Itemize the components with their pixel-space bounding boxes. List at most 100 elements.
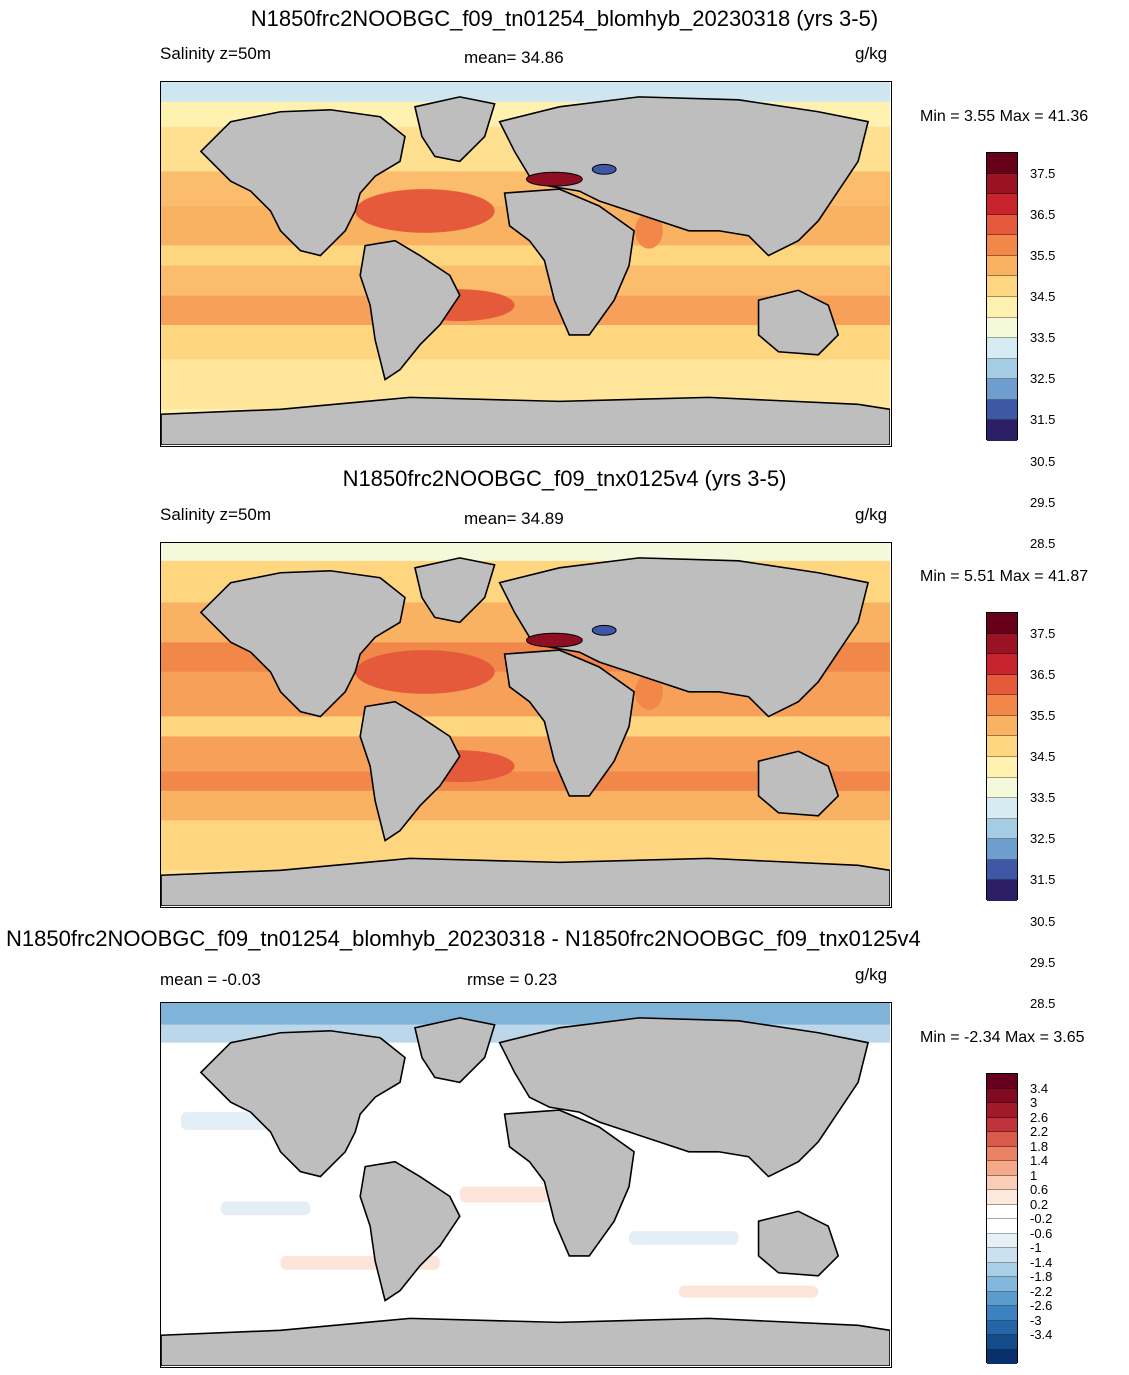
colorbar-swatch (987, 1190, 1017, 1205)
north-america-landmass (199, 1029, 406, 1178)
colorbar-swatch (987, 1175, 1017, 1190)
colorbar-swatch (987, 1074, 1017, 1089)
colorbar-tick-label: 32.5 (1030, 831, 1056, 847)
panel-2-salinity-map (160, 542, 892, 908)
colorbar-swatch (987, 1117, 1017, 1132)
colorbar-tick-label: 32.5 (1030, 371, 1056, 387)
australia-landmass (757, 289, 840, 356)
panel-3-min-label: Min = -2.34 (920, 1029, 1001, 1046)
panel-2-min-max: Min = 5.51 Max = 41.87 (920, 568, 1088, 586)
colorbar-swatch (987, 194, 1017, 215)
colorbar-swatch (987, 1335, 1017, 1350)
colorbar-tick-label: 29.5 (1030, 954, 1056, 970)
panel-1-max-label: Max = 41.36 (999, 108, 1089, 125)
colorbar-swatch (987, 1277, 1017, 1292)
colorbar-swatch (987, 420, 1017, 441)
south-america-landmass (359, 700, 461, 842)
colorbar-tick-label: -3.4 (1030, 1327, 1053, 1342)
panel-3-difference-map (160, 1002, 892, 1368)
colorbar-tick-label: 30.5 (1030, 453, 1056, 469)
colorbar-swatch (987, 358, 1017, 380)
colorbar-swatch (987, 633, 1017, 655)
panel-3-rmse-label: rmse = 0.23 (467, 970, 558, 989)
colorbar-swatch (987, 317, 1017, 339)
black-sea (591, 624, 617, 636)
panel-2-min-label: Min = 5.51 (920, 568, 996, 585)
colorbar-swatch (987, 839, 1017, 860)
colorbar-tick-label: 3.4 (1030, 1080, 1049, 1096)
greenland-landmass (413, 1017, 496, 1084)
north-america-landmass (199, 108, 406, 257)
colorbar-swatch (987, 674, 1017, 696)
colorbar-swatch (987, 1291, 1017, 1306)
africa-landmass (503, 649, 635, 797)
colorbar-tick-label: 2.2 (1030, 1124, 1049, 1139)
colorbar-swatch (987, 695, 1017, 716)
panel-2-colorbar (986, 612, 1018, 901)
colorbar-tick-label: -0.6 (1030, 1225, 1053, 1241)
colorbar-swatch (987, 818, 1017, 840)
panel-2-max-label: Max = 41.87 (999, 568, 1089, 585)
colorbar-tick-label: 31.5 (1030, 412, 1056, 428)
colorbar-swatch (987, 880, 1017, 901)
colorbar-swatch (987, 1219, 1017, 1234)
colorbar-swatch (987, 1204, 1017, 1219)
antarctica-landmass (161, 1317, 890, 1366)
panel-3-mean-label: mean = -0.03 (160, 970, 261, 989)
colorbar-swatch (987, 1248, 1017, 1263)
colorbar-tick-label: 31.5 (1030, 872, 1056, 888)
antarctica-landmass (161, 396, 890, 445)
eurasia-landmass (498, 557, 870, 718)
panel-1-salinity-map (160, 81, 892, 447)
panel-1-min-label: Min = 3.55 (920, 108, 996, 125)
colorbar-tick-label: 33.5 (1030, 790, 1056, 806)
colorbar-swatch (987, 1262, 1017, 1277)
colorbar-tick-label: 36.5 (1030, 666, 1056, 682)
colorbar-swatch (987, 235, 1017, 256)
colorbar-swatch (987, 1320, 1017, 1335)
colorbar-tick-label: 28.5 (1030, 995, 1056, 1011)
colorbar-swatch (987, 756, 1017, 778)
colorbar-tick-label: 0.2 (1030, 1196, 1049, 1212)
colorbar-swatch (987, 715, 1017, 737)
colorbar-swatch (987, 777, 1017, 799)
colorbar-tick-label: -0.2 (1030, 1211, 1053, 1226)
africa-landmass (503, 1109, 635, 1257)
panel-2-variable-label: Salinity z=50m (160, 505, 272, 524)
colorbar-swatch (987, 338, 1017, 359)
colorbar-swatch (987, 379, 1017, 400)
colorbar-swatch (987, 1132, 1017, 1147)
colorbar-swatch (987, 296, 1017, 318)
australia-landmass (757, 750, 840, 817)
colorbar-swatch (987, 1161, 1017, 1176)
colorbar-swatch (987, 613, 1017, 634)
colorbar-tick-label: -1.4 (1030, 1254, 1053, 1270)
colorbar-swatch (987, 1306, 1017, 1321)
colorbar-swatch (987, 859, 1017, 881)
panel-1-variable-label: Salinity z=50m (160, 44, 272, 63)
colorbar-swatch (987, 173, 1017, 195)
mediterranean-sea (525, 632, 583, 648)
colorbar-swatch (987, 1103, 1017, 1118)
colorbar-tick-label: 34.5 (1030, 289, 1056, 304)
colorbar-tick-label: 37.5 (1030, 165, 1056, 181)
colorbar-swatch (987, 654, 1017, 675)
panel-3-max-label: Max = 3.65 (1004, 1029, 1085, 1046)
black-sea (591, 163, 617, 175)
colorbar-tick-label: -2.6 (1030, 1298, 1053, 1313)
colorbar-tick-label: 35.5 (1030, 707, 1056, 723)
colorbar-tick-label: -1 (1030, 1240, 1042, 1255)
panel-3-units-label: g/kg (855, 965, 888, 984)
panel-2-units-label: g/kg (855, 505, 888, 524)
colorbar-tick-label: 33.5 (1030, 330, 1056, 346)
colorbar-tick-label: 28.5 (1030, 535, 1056, 551)
panel-3-min-max: Min = -2.34 Max = 3.65 (920, 1029, 1085, 1047)
colorbar-swatch (987, 1233, 1017, 1248)
panel-1-mean-label: mean= 34.86 (464, 48, 564, 67)
antarctica-landmass (161, 857, 890, 906)
panel-1-title: N1850frc2NOOBGC_f09_tn01254_blomhyb_2023… (250, 6, 879, 31)
mediterranean-sea (525, 171, 583, 187)
colorbar-swatch (987, 1146, 1017, 1161)
colorbar-swatch (987, 214, 1017, 236)
panel-1-min-max: Min = 3.55 Max = 41.36 (920, 108, 1088, 126)
